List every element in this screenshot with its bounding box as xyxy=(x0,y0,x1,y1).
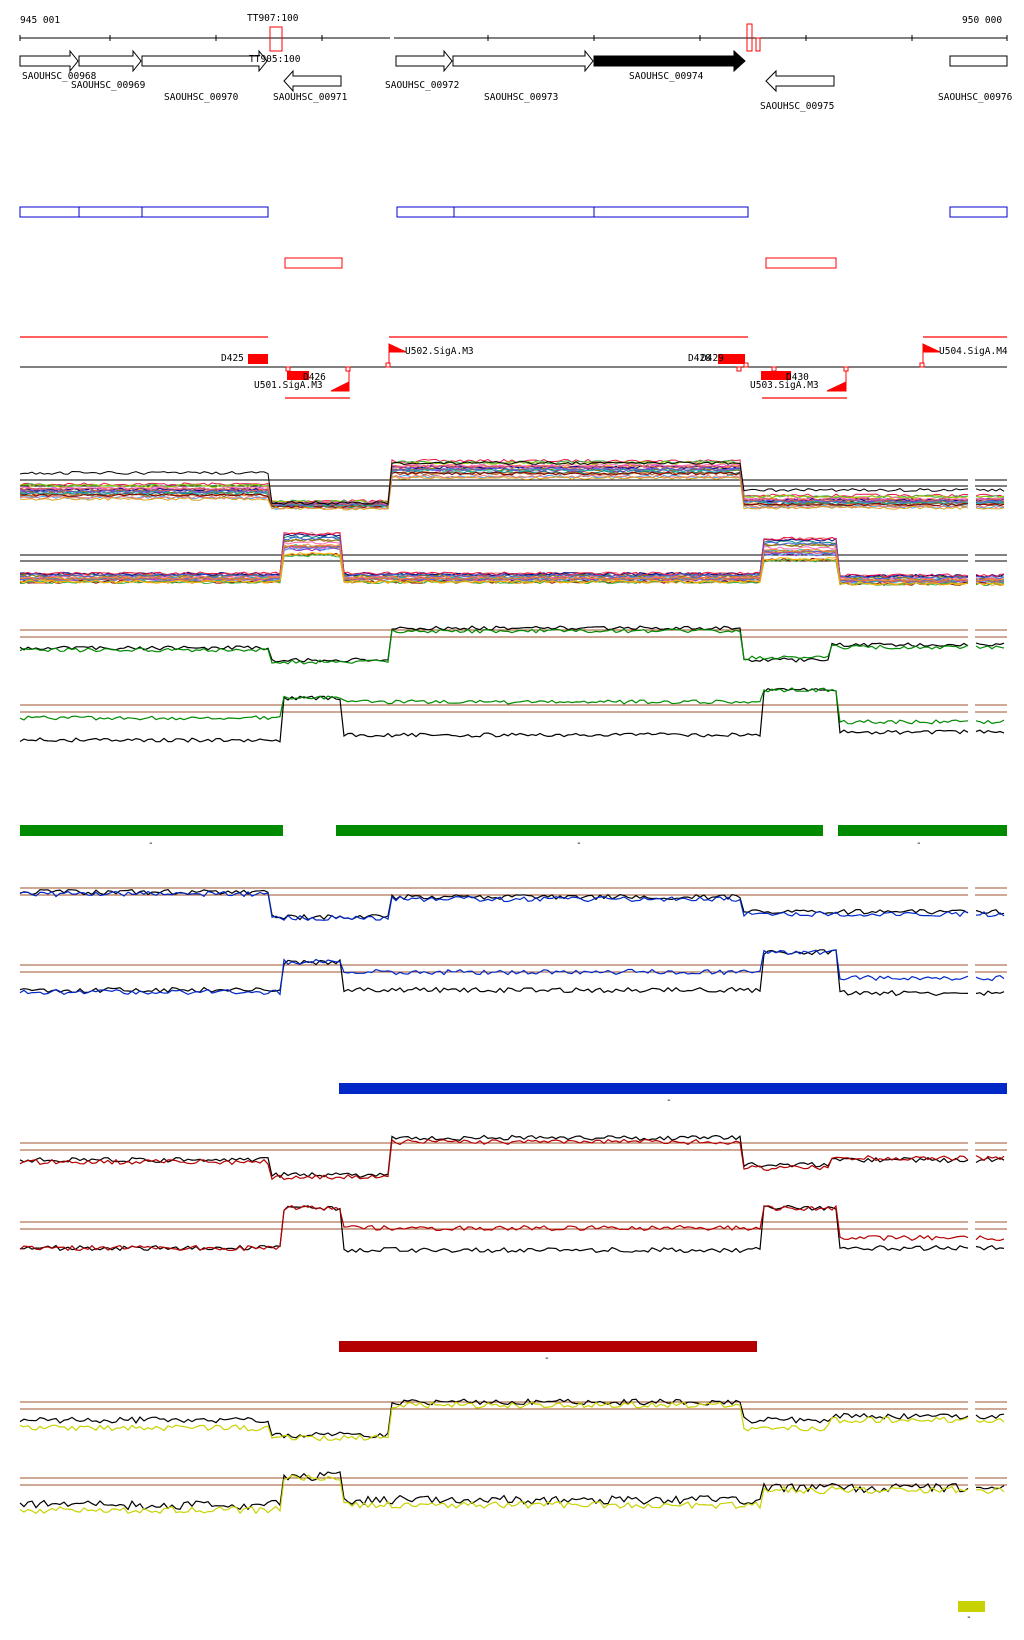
segment-track-green: - - - xyxy=(20,825,1007,849)
terminator-label: D426 xyxy=(303,372,326,383)
promoter-flag[interactable] xyxy=(388,343,407,367)
gene-label: SAOUHSC_00969 xyxy=(71,80,146,91)
profile-trace xyxy=(19,890,1005,921)
promoter-flag[interactable] xyxy=(826,367,847,392)
terminator-D425[interactable] xyxy=(248,354,268,364)
gene-label: TT905:100 xyxy=(249,54,301,65)
segment-track-red: - xyxy=(339,1341,757,1364)
promoter-label: U503.SigA.M3 xyxy=(750,380,819,391)
segment-label: - xyxy=(576,838,582,849)
antisense-box-track xyxy=(284,257,837,269)
feature-track: D425 D426 D428 D429 D430 U501.SigA.M3 U5… xyxy=(20,336,1008,399)
gene-label: SAOUHSC_00972 xyxy=(385,80,459,91)
segment-bar[interactable] xyxy=(336,825,823,836)
profile-trace xyxy=(19,471,1005,509)
operon-box-track xyxy=(19,206,1008,218)
profile-trace xyxy=(19,1474,1005,1515)
profile-trace xyxy=(19,1204,1005,1254)
promoter-flag[interactable] xyxy=(330,367,350,392)
terminator-D430[interactable] xyxy=(761,371,791,380)
profile-trace xyxy=(19,687,1005,725)
expression-profiles xyxy=(19,458,1007,1515)
profile-trace xyxy=(19,1134,1005,1179)
profile-trace xyxy=(19,464,1005,506)
segment-bar[interactable] xyxy=(339,1083,1007,1094)
terminator-D428[interactable] xyxy=(718,354,745,364)
gene-arrow-00968[interactable] xyxy=(19,49,79,73)
profile-trace xyxy=(19,543,1005,583)
gene-label: SAOUHSC_00975 xyxy=(760,101,834,112)
segment-label: - xyxy=(666,1095,672,1106)
gene-arrow-00972[interactable] xyxy=(395,49,453,73)
segment-label: - xyxy=(966,1612,972,1623)
profile-trace xyxy=(19,531,1005,578)
antisense-box[interactable] xyxy=(765,257,837,269)
gene-label: SAOUHSC_00971 xyxy=(273,92,348,103)
segment-bar[interactable] xyxy=(20,825,283,836)
profile-trace xyxy=(19,460,1005,506)
antisense-box[interactable] xyxy=(284,257,343,269)
gene-label: SAOUHSC_00974 xyxy=(629,71,704,82)
terminator-label: D430 xyxy=(786,372,809,383)
gene-arrow-00971[interactable] xyxy=(283,69,342,93)
gene-arrow-00976[interactable] xyxy=(949,55,1008,67)
gene-label: SAOUHSC_00973 xyxy=(484,92,558,103)
operon-box[interactable] xyxy=(949,206,1008,218)
gene-arrow-00975[interactable] xyxy=(765,69,835,93)
segment-bar[interactable] xyxy=(838,825,1007,836)
promoter-label: U501.SigA.M3 xyxy=(254,380,323,391)
profile-trace xyxy=(20,460,1005,504)
segment-label: - xyxy=(148,838,154,849)
profile-trace xyxy=(19,687,1005,743)
operon-box[interactable] xyxy=(396,206,749,218)
gene-label: SAOUHSC_00970 xyxy=(164,92,239,103)
profile-trace xyxy=(19,1138,1005,1181)
gene-arrow-00969[interactable] xyxy=(78,49,142,73)
terminator-label: D425 xyxy=(221,353,244,364)
profile-trace xyxy=(19,551,1005,586)
segment-bar[interactable] xyxy=(958,1601,985,1612)
axis-end-label: 950 000 xyxy=(962,15,1002,26)
axis-start-label: 945 001 xyxy=(20,15,60,26)
profile-trace xyxy=(19,536,1005,580)
promoter-flag[interactable] xyxy=(922,343,941,367)
gene-arrow-00973[interactable] xyxy=(452,49,594,73)
gene-track: SAOUHSC_00968 SAOUHSC_00969 SAOUHSC_0097… xyxy=(19,49,1013,112)
profile-trace xyxy=(19,533,1005,578)
gene-arrow-00970[interactable] xyxy=(141,49,268,73)
operon-box[interactable] xyxy=(19,206,269,218)
profile-trace xyxy=(19,628,1005,665)
coordinate-axis: 945 001 950 000 TT907:100 xyxy=(19,13,1008,52)
profile-trace xyxy=(19,1401,1005,1442)
segment-track-yellow: - xyxy=(958,1601,985,1623)
gene-arrow-00974[interactable] xyxy=(593,49,746,73)
profile-trace xyxy=(19,535,1005,579)
break-marker xyxy=(269,26,283,52)
segment-track-blue: - xyxy=(339,1083,1007,1106)
segment-bar[interactable] xyxy=(339,1341,757,1352)
segment-label: - xyxy=(916,838,922,849)
terminator-label: D428 xyxy=(688,353,711,364)
gene-label: SAOUHSC_00968 xyxy=(22,71,97,82)
profile-trace xyxy=(19,1204,1005,1252)
segment-label: - xyxy=(544,1353,550,1364)
profile-trace xyxy=(19,625,1005,663)
break-marker xyxy=(755,37,761,52)
promoter-label: U504.SigA.M4 xyxy=(939,346,1008,357)
break-marker xyxy=(746,23,753,52)
axis-break-label: TT907:100 xyxy=(247,13,299,24)
gene-label: SAOUHSC_00976 xyxy=(938,92,1013,103)
promoter-label: U502.SigA.M3 xyxy=(405,346,474,357)
profile-trace xyxy=(19,949,1005,997)
profile-trace xyxy=(19,1398,1005,1439)
terminator-D426[interactable] xyxy=(287,371,309,380)
terminator-label: D429 xyxy=(701,353,724,364)
profile-trace xyxy=(19,476,1005,511)
profile-trace xyxy=(19,949,1005,996)
